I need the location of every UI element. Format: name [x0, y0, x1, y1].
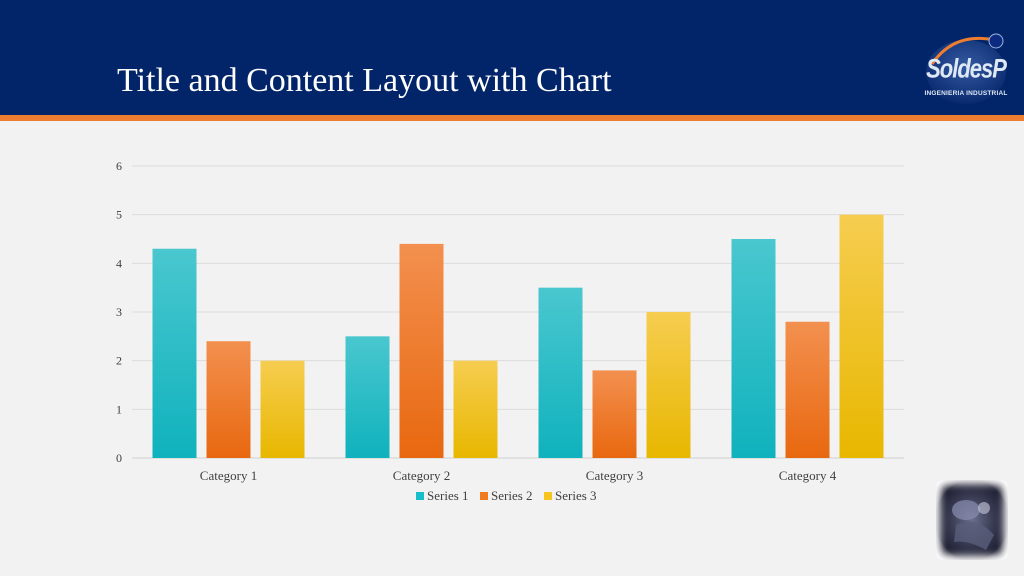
- legend-label-1: Series 1: [427, 488, 469, 503]
- legend-swatch-1: [416, 492, 424, 500]
- bar-1-4: [731, 239, 776, 458]
- y-tick-label: 0: [116, 451, 122, 465]
- x-tick-label: Category 3: [586, 468, 643, 483]
- y-tick-label: 4: [116, 256, 122, 270]
- legend-swatch-2: [480, 492, 488, 500]
- bar-3-3: [646, 312, 691, 458]
- logo-name: SoldesP: [926, 53, 1007, 84]
- x-tick-label: Category 1: [200, 468, 257, 483]
- bar-3-4: [839, 214, 884, 458]
- bar-3-1: [260, 360, 305, 458]
- soldesp-logo: SoldesP INGENIERIA INDUSTRIAL: [924, 30, 1008, 105]
- y-tick-label: 2: [116, 354, 122, 368]
- bar-1-1: [152, 248, 197, 458]
- logo-tagline: INGENIERIA INDUSTRIAL: [924, 90, 1008, 97]
- y-tick-label: 3: [116, 305, 122, 319]
- y-tick-label: 6: [116, 159, 122, 173]
- bar-1-2: [345, 336, 390, 458]
- legend-label-3: Series 3: [555, 488, 597, 503]
- y-tick-label: 5: [116, 208, 122, 222]
- bar-1-3: [538, 287, 583, 458]
- title-bar: [0, 0, 1024, 115]
- bar-2-1: [206, 341, 251, 458]
- bar-2-3: [592, 370, 637, 458]
- bar-3-2: [453, 360, 498, 458]
- legend-label-2: Series 2: [491, 488, 533, 503]
- bar-2-2: [399, 243, 444, 458]
- welding-photo: [936, 480, 1008, 560]
- legend-swatch-3: [544, 492, 552, 500]
- x-tick-label: Category 4: [779, 468, 837, 483]
- bar-2-4: [785, 321, 830, 458]
- y-tick-label: 1: [116, 402, 122, 416]
- accent-line: [0, 115, 1024, 121]
- x-tick-label: Category 2: [393, 468, 450, 483]
- slide-title: Title and Content Layout with Chart: [117, 62, 612, 99]
